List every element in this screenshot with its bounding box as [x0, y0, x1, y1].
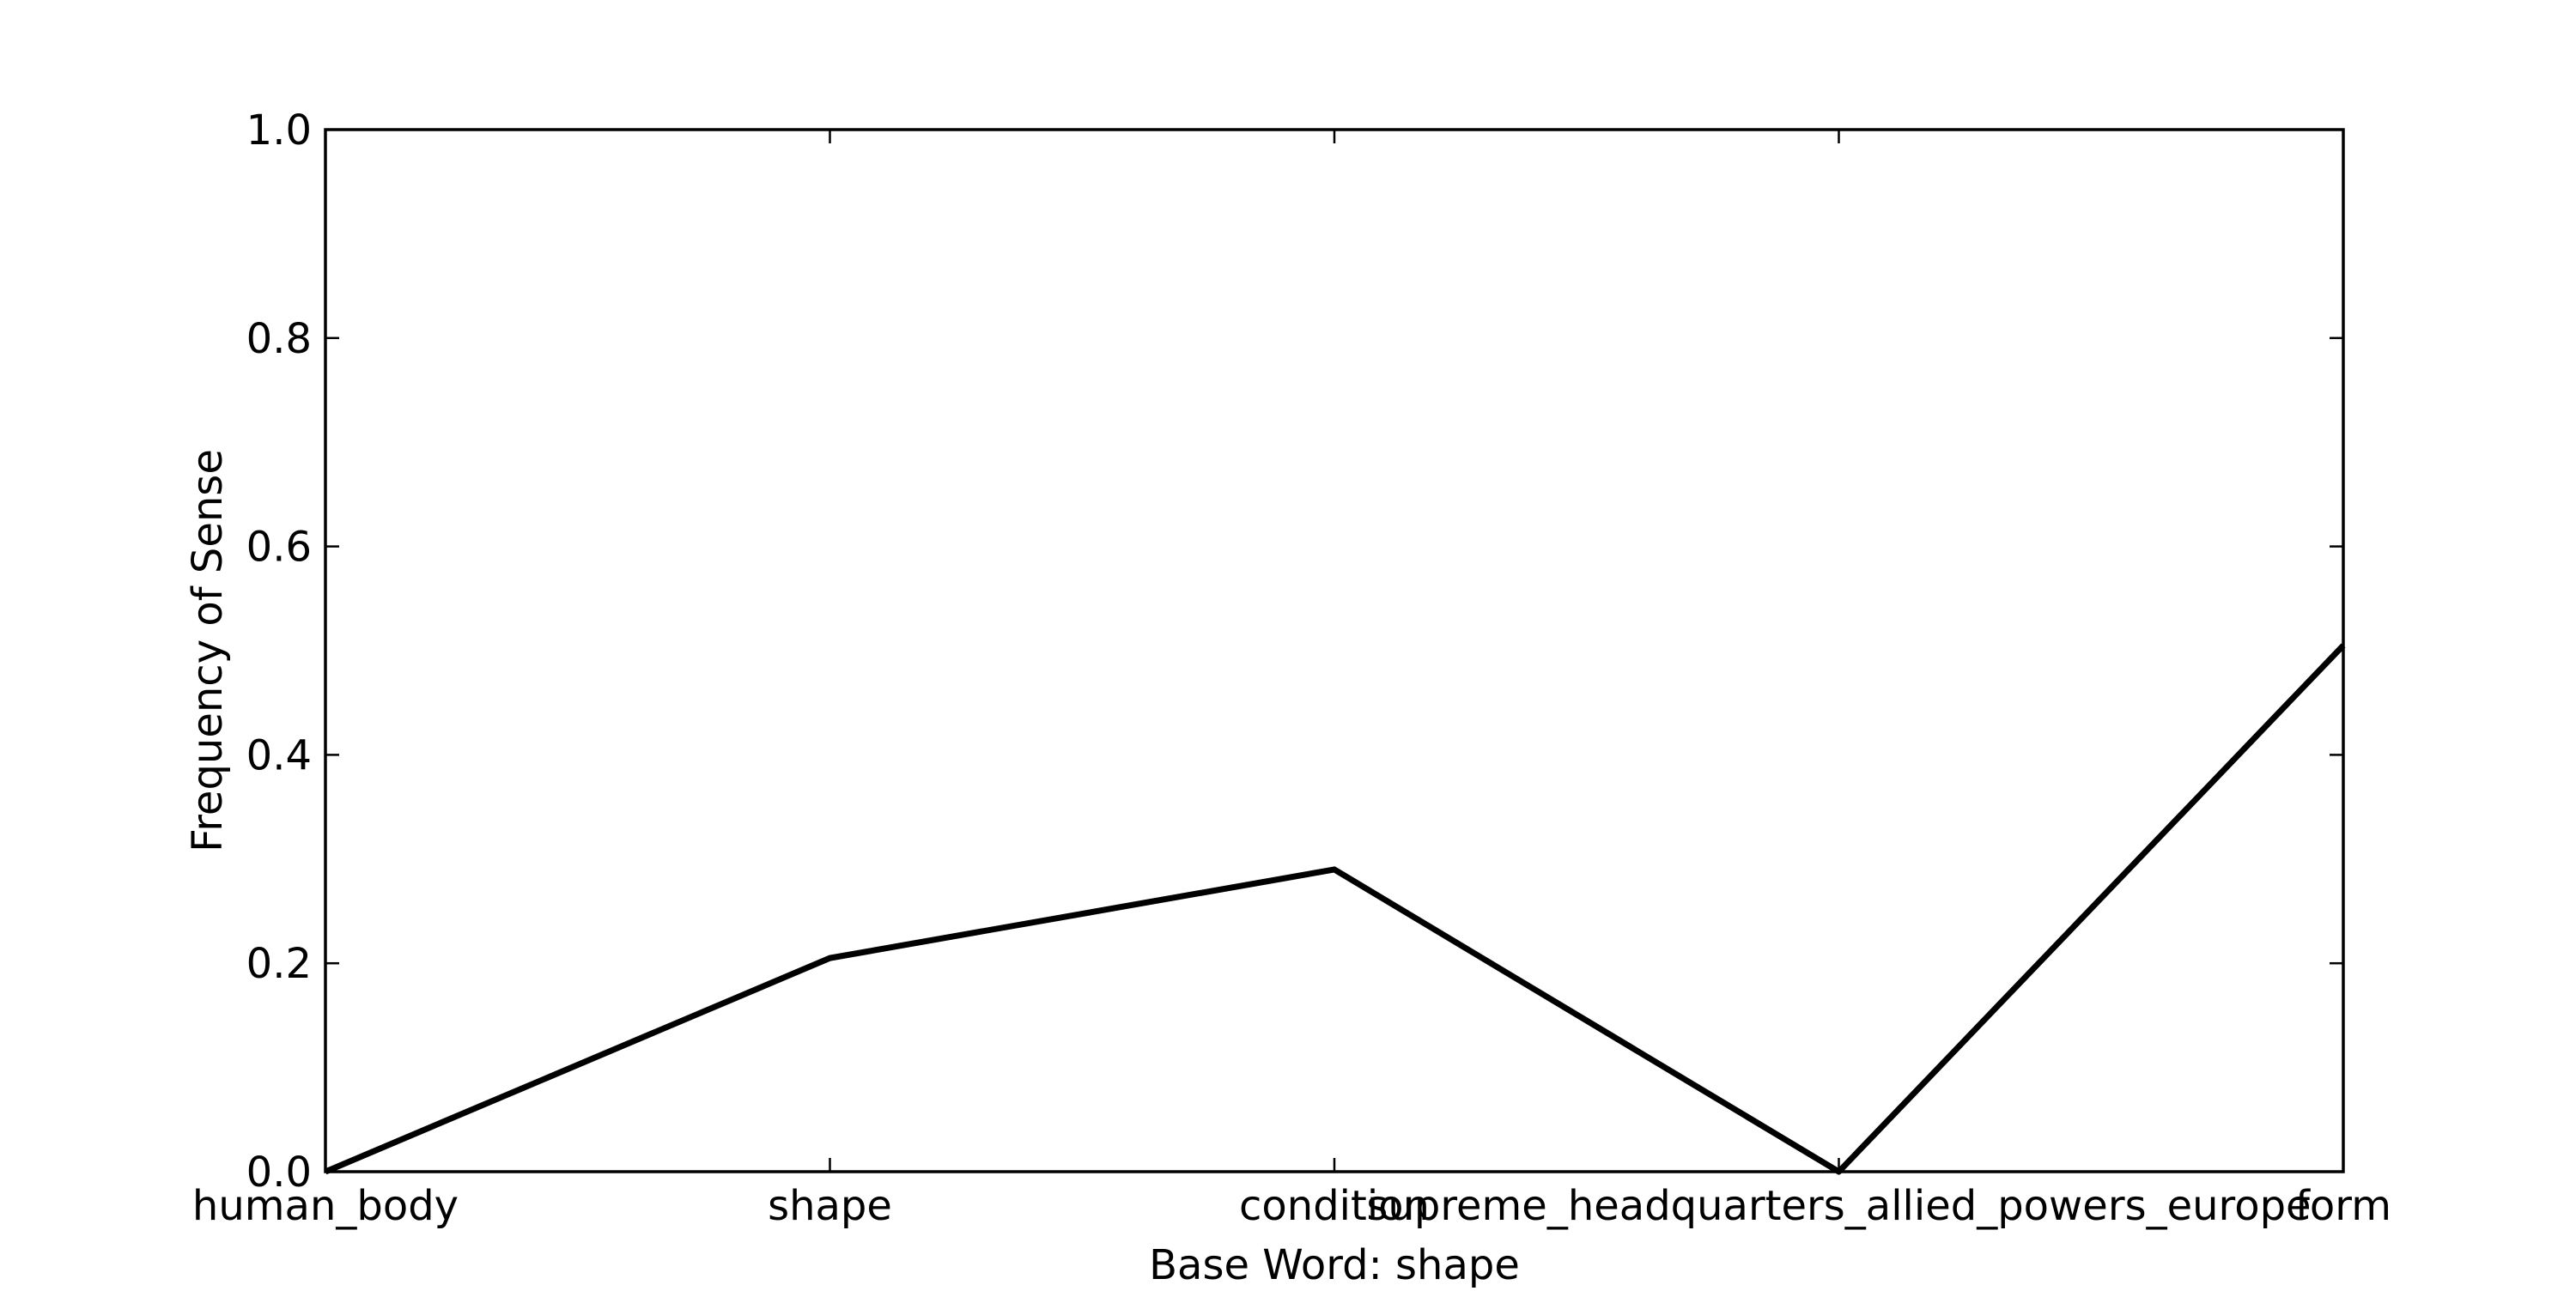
- y-tick-label: 0.4: [246, 731, 312, 779]
- x-axis-label: Base Word: shape: [1149, 1241, 1520, 1288]
- x-tick-label: shape: [768, 1182, 892, 1230]
- x-tick-label: human_body: [192, 1182, 459, 1230]
- y-tick-label: 0.0: [246, 1149, 312, 1197]
- y-axis-label: Frequency of Sense: [184, 449, 232, 852]
- y-tick-label: 0.2: [246, 940, 312, 988]
- y-tick-label: 0.8: [246, 315, 312, 363]
- x-tick-label: supreme_headquarters_allied_powers_europ…: [1366, 1182, 2311, 1230]
- x-tick-label: condition: [1239, 1182, 1430, 1230]
- labels-layer: 0.0 0.2 0.4 0.6 0.8 1.0 human_body shape conditi…: [192, 106, 2391, 1230]
- plot-frame: [324, 128, 2345, 1173]
- x-tick-label: form: [2295, 1182, 2391, 1230]
- data-point: [1333, 868, 1336, 871]
- y-tick-label: 0.6: [246, 524, 312, 572]
- series-layer: [324, 643, 2346, 1175]
- series-line: [324, 643, 2346, 1175]
- ticks-layer: [324, 128, 2345, 1173]
- y-tick-label: 1.0: [246, 106, 312, 155]
- data-point: [829, 956, 831, 960]
